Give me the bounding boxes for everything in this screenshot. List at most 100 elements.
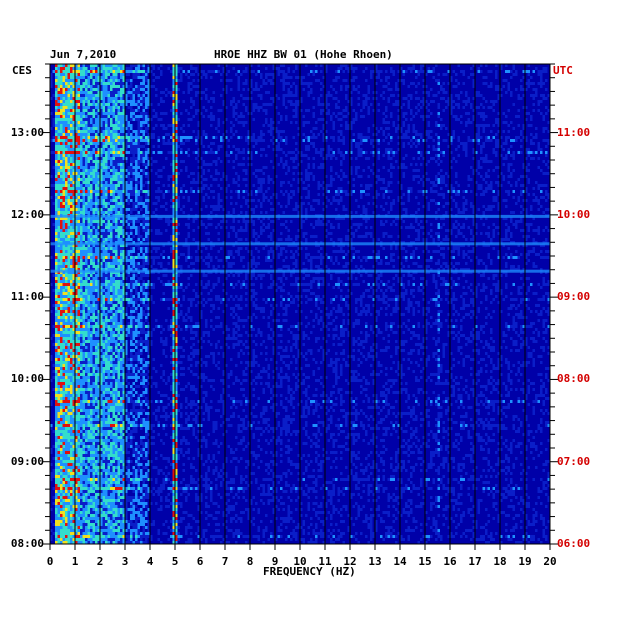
spectrogram-cell xyxy=(332,196,335,199)
spectrogram-cell xyxy=(390,148,393,151)
spectrogram-cell xyxy=(390,166,393,169)
spectrogram-cell xyxy=(185,136,188,139)
spectrogram-cell xyxy=(395,160,398,163)
spectrogram-cell xyxy=(62,205,65,208)
spectrogram-cell xyxy=(537,73,540,76)
spectrogram-cell xyxy=(155,76,158,79)
spectrogram-cell xyxy=(387,181,390,184)
spectrogram-cell xyxy=(467,175,470,178)
spectrogram-cell xyxy=(102,166,105,169)
spectrogram-cell xyxy=(170,142,173,145)
spectrogram-cell xyxy=(332,112,335,115)
spectrogram-cell xyxy=(335,199,338,202)
spectrogram-cell xyxy=(172,103,175,106)
spectrogram-cell xyxy=(540,85,543,88)
spectrogram-cell xyxy=(285,238,288,241)
spectrogram-cell xyxy=(85,103,88,106)
spectrogram-cell xyxy=(472,139,475,142)
spectrogram-cell xyxy=(75,163,78,166)
spectrogram-cell xyxy=(60,166,63,169)
spectrogram-cell xyxy=(245,202,248,205)
spectrogram-cell xyxy=(482,112,485,115)
spectrogram-cell xyxy=(130,217,133,220)
spectrogram-cell xyxy=(72,130,75,133)
spectrogram-cell xyxy=(85,229,88,232)
spectrogram-cell xyxy=(80,100,83,103)
spectrogram-cell xyxy=(125,217,128,220)
spectrogram-cell xyxy=(360,148,363,151)
spectrogram-cell xyxy=(380,223,383,226)
spectrogram-cell xyxy=(375,133,378,136)
spectrogram-cell xyxy=(402,163,405,166)
spectrogram-cell xyxy=(147,121,150,124)
spectrogram-cell xyxy=(92,124,95,127)
spectrogram-cell xyxy=(135,232,138,235)
spectrogram-cell xyxy=(260,133,263,136)
spectrogram-cell xyxy=(457,229,460,232)
spectrogram-cell xyxy=(72,199,75,202)
spectrogram-cell xyxy=(310,70,313,73)
spectrogram-cell xyxy=(152,85,155,88)
spectrogram-cell xyxy=(457,82,460,85)
spectrogram-cell xyxy=(280,232,283,235)
spectrogram-cell xyxy=(97,88,100,91)
spectrogram-cell xyxy=(410,223,413,226)
spectrogram-cell xyxy=(175,154,178,157)
spectrogram-cell xyxy=(132,91,135,94)
spectrogram-cell xyxy=(257,199,260,202)
spectrogram-cell xyxy=(340,151,343,154)
spectrogram-cell xyxy=(107,223,110,226)
spectrogram-cell xyxy=(82,82,85,85)
spectrogram-cell xyxy=(455,226,458,229)
spectrogram-cell xyxy=(97,121,100,124)
spectrogram-cell xyxy=(402,220,405,223)
spectrogram-cell xyxy=(187,148,190,151)
spectrogram-cell xyxy=(157,151,160,154)
spectrogram-cell xyxy=(97,67,100,70)
spectrogram-cell xyxy=(295,115,298,118)
spectrogram-cell xyxy=(422,205,425,208)
spectrogram-cell xyxy=(117,226,120,229)
spectrogram-cell xyxy=(252,88,255,91)
spectrogram-cell xyxy=(360,223,363,226)
spectrogram-cell xyxy=(385,76,388,79)
spectrogram-cell xyxy=(470,232,473,235)
spectrogram-cell xyxy=(65,112,68,115)
spectrogram-cell xyxy=(175,163,178,166)
spectrogram-cell xyxy=(382,91,385,94)
spectrogram-cell xyxy=(357,133,360,136)
spectrogram-cell xyxy=(100,130,103,133)
spectrogram-cell xyxy=(130,211,133,214)
spectrogram-cell xyxy=(500,88,503,91)
spectrogram-cell xyxy=(252,103,255,106)
spectrogram-cell xyxy=(80,88,83,91)
spectrogram-cell xyxy=(147,184,150,187)
spectrogram-cell xyxy=(65,130,68,133)
spectrogram-cell xyxy=(397,88,400,91)
spectrogram-cell xyxy=(257,88,260,91)
spectrogram-cell xyxy=(290,121,293,124)
spectrogram-cell xyxy=(167,151,170,154)
spectrogram-cell xyxy=(317,100,320,103)
spectrogram-cell xyxy=(350,148,353,151)
spectrogram-cell xyxy=(130,64,133,67)
spectrogram-cell xyxy=(77,211,80,214)
spectrogram-cell xyxy=(390,235,393,238)
spectrogram-cell xyxy=(60,130,63,133)
spectrogram-cell xyxy=(97,217,100,220)
spectrogram-cell xyxy=(77,151,80,154)
spectrogram-cell xyxy=(537,208,540,211)
spectrogram-cell xyxy=(317,187,320,190)
spectrogram-cell xyxy=(430,199,433,202)
spectrogram-cell xyxy=(407,67,410,70)
spectrogram-cell xyxy=(70,64,73,67)
spectrogram-cell xyxy=(402,73,405,76)
spectrogram-cell xyxy=(95,223,98,226)
spectrogram-cell xyxy=(132,220,135,223)
spectrogram-cell xyxy=(317,79,320,82)
spectrogram-cell xyxy=(90,133,93,136)
spectrogram-cell xyxy=(320,130,323,133)
spectrogram-cell xyxy=(172,70,175,73)
spectrogram-cell xyxy=(152,79,155,82)
